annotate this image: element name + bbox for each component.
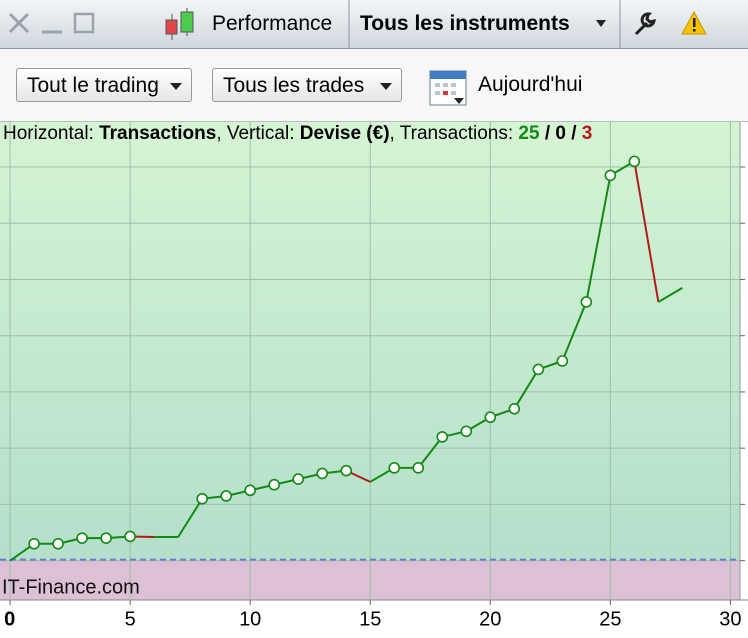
x-tick-label: 30 <box>719 608 741 630</box>
calendar-icon[interactable] <box>428 67 470 107</box>
losses: 3 <box>581 123 593 144</box>
date-label[interactable]: Aujourd'hui <box>478 73 583 96</box>
trade-marker <box>52 537 64 550</box>
trade-marker <box>76 532 88 544</box>
trade-marker <box>532 363 545 376</box>
x-tick-label: 20 <box>479 608 501 630</box>
dropdown-arrow <box>380 83 392 90</box>
trade-marker <box>628 155 641 168</box>
x-tick-label: 10 <box>239 608 261 630</box>
h-value: Transactions <box>99 123 217 144</box>
x-tick-label: 25 <box>599 608 621 630</box>
trade-marker <box>580 296 593 308</box>
trade-marker <box>604 169 617 182</box>
sep: / <box>571 123 577 144</box>
count-label: , Transactions: <box>389 123 514 144</box>
trade-marker <box>292 473 305 485</box>
trade-marker <box>388 462 401 474</box>
instrument-select[interactable]: Tous les instruments <box>360 12 570 35</box>
even: 0 <box>555 123 566 144</box>
trade-marker <box>220 490 232 502</box>
x-tick-label: 15 <box>359 608 381 630</box>
equity-segment <box>177 498 204 538</box>
trade-marker <box>244 484 256 497</box>
candle-icon <box>165 8 194 40</box>
h-label: Horizontal: <box>3 123 94 144</box>
trade-marker <box>556 355 569 367</box>
trade-marker <box>340 464 353 477</box>
maximize-icon[interactable] <box>73 12 95 34</box>
toolbar-icons <box>8 0 707 48</box>
scope-dropdown[interactable]: Tout le trading <box>16 68 192 102</box>
panel-title: Performance <box>212 12 333 35</box>
sep: / <box>544 123 551 144</box>
trade-marker <box>316 467 329 480</box>
trade-marker <box>508 402 521 415</box>
trade-marker <box>100 532 112 544</box>
equity-segment <box>417 436 444 469</box>
filter-bar: Tout le trading Tous les trades Aujourd'… <box>0 49 748 122</box>
trade-marker <box>28 537 40 550</box>
v-value: Devise (€) <box>299 123 390 144</box>
chart-header: Horizontal: Transactions, Vertical: Devi… <box>3 123 592 145</box>
equity-segment <box>513 368 540 410</box>
trade-marker <box>268 478 280 491</box>
trade-marker <box>484 411 497 424</box>
x-tick-label: 0 <box>4 608 15 630</box>
trade-marker <box>196 492 208 505</box>
wins: 25 <box>518 123 540 144</box>
warning-icon[interactable] <box>681 10 707 35</box>
v-label: , Vertical: <box>216 123 295 144</box>
trades-dropdown[interactable]: Tous les trades <box>212 68 402 102</box>
dropdown-arrow[interactable] <box>596 20 606 27</box>
dropdown-arrow <box>170 83 182 90</box>
watermark: IT-Finance.com <box>2 576 140 598</box>
wrench-icon[interactable] <box>634 12 656 36</box>
equity-segment <box>657 287 683 303</box>
x-tick-label: 5 <box>125 608 136 630</box>
trade-marker <box>460 425 473 438</box>
equity-segment <box>633 161 660 303</box>
trade-marker <box>124 530 136 543</box>
trades-text: Tous les trades <box>223 74 365 97</box>
close-icon[interactable] <box>8 12 30 34</box>
scope-text: Tout le trading <box>27 74 159 97</box>
equity-segment <box>561 301 588 362</box>
equity-segment <box>585 175 612 303</box>
trade-marker <box>436 431 449 443</box>
trade-marker <box>412 462 425 474</box>
toolbar: Performance Tous les instruments <box>0 0 748 49</box>
